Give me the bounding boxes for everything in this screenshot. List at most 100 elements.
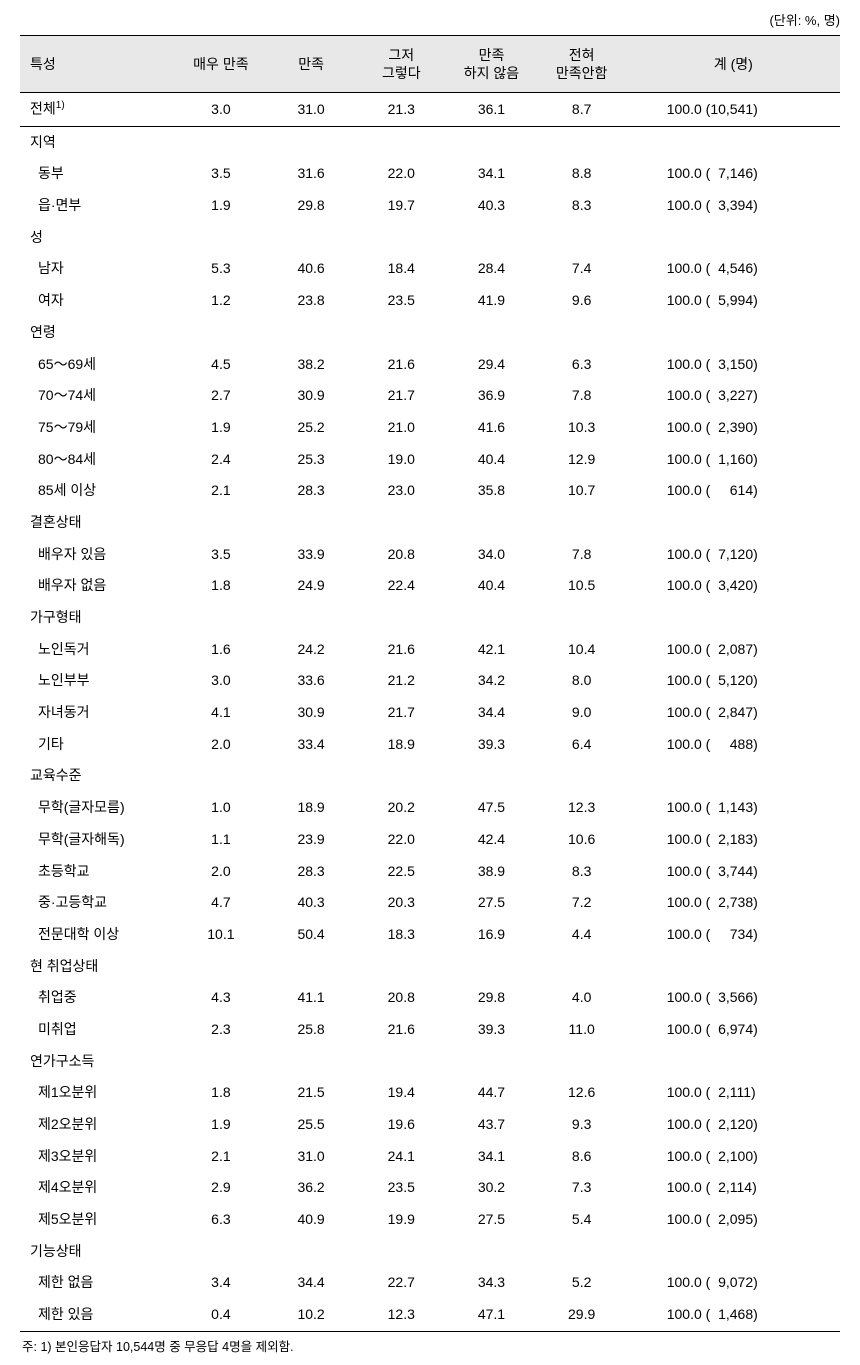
data-cell: 10.5 bbox=[537, 570, 627, 602]
data-cell: 22.4 bbox=[356, 570, 446, 602]
data-cell: 9.6 bbox=[537, 285, 627, 317]
data-cell: 36.1 bbox=[446, 93, 536, 126]
row-label: 제한 있음 bbox=[20, 1299, 176, 1331]
data-cell: 43.7 bbox=[446, 1109, 536, 1141]
row-label: 전문대학 이상 bbox=[20, 919, 176, 951]
data-cell: 4.5 bbox=[176, 349, 266, 381]
data-cell: 7.2 bbox=[537, 887, 627, 919]
row-label: 85세 이상 bbox=[20, 475, 176, 507]
table-row: 70～74세2.730.921.736.97.8100.0 ( 3,227) bbox=[20, 380, 840, 412]
data-cell: 4.7 bbox=[176, 887, 266, 919]
data-cell: 25.3 bbox=[266, 444, 356, 476]
table-row: 연가구소득 bbox=[20, 1046, 840, 1078]
group-label: 연가구소득 bbox=[20, 1046, 840, 1078]
data-cell: 40.6 bbox=[266, 253, 356, 285]
table-row: 배우자 없음1.824.922.440.410.5100.0 ( 3,420) bbox=[20, 570, 840, 602]
data-cell: 41.9 bbox=[446, 285, 536, 317]
total-cell: 100.0 ( 2,183) bbox=[627, 824, 840, 856]
data-cell: 16.9 bbox=[446, 919, 536, 951]
data-cell: 3.0 bbox=[176, 665, 266, 697]
data-cell: 2.3 bbox=[176, 1014, 266, 1046]
row-label: 배우자 있음 bbox=[20, 539, 176, 571]
data-cell: 4.4 bbox=[537, 919, 627, 951]
data-cell: 36.9 bbox=[446, 380, 536, 412]
data-cell: 7.3 bbox=[537, 1172, 627, 1204]
table-row: 연령 bbox=[20, 317, 840, 349]
unit-label: (단위: %, 명) bbox=[20, 10, 840, 29]
total-cell: 100.0 ( 3,566) bbox=[627, 982, 840, 1014]
data-cell: 12.3 bbox=[356, 1299, 446, 1331]
data-cell: 23.5 bbox=[356, 285, 446, 317]
data-cell: 21.2 bbox=[356, 665, 446, 697]
total-cell: 100.0 ( 3,394) bbox=[627, 190, 840, 222]
data-cell: 4.3 bbox=[176, 982, 266, 1014]
total-cell: 100.0 ( 2,114) bbox=[627, 1172, 840, 1204]
data-cell: 40.4 bbox=[446, 570, 536, 602]
data-cell: 24.2 bbox=[266, 634, 356, 666]
data-cell: 27.5 bbox=[446, 1204, 536, 1236]
data-cell: 21.0 bbox=[356, 412, 446, 444]
data-cell: 8.6 bbox=[537, 1141, 627, 1173]
data-cell: 3.4 bbox=[176, 1267, 266, 1299]
footnote: 주: 1) 본인응답자 10,544명 중 무응답 4명을 제외함. bbox=[20, 1336, 840, 1355]
table-row: 동부3.531.622.034.18.8100.0 ( 7,146) bbox=[20, 158, 840, 190]
table-row: 전체1)3.031.021.336.18.7100.0 (10,541) bbox=[20, 93, 840, 126]
data-cell: 28.3 bbox=[266, 475, 356, 507]
table-row: 남자5.340.618.428.47.4100.0 ( 4,546) bbox=[20, 253, 840, 285]
table-row: 교육수준 bbox=[20, 760, 840, 792]
data-cell: 25.2 bbox=[266, 412, 356, 444]
data-cell: 1.1 bbox=[176, 824, 266, 856]
table-row: 80～84세2.425.319.040.412.9100.0 ( 1,160) bbox=[20, 444, 840, 476]
table-row: 기능상태 bbox=[20, 1236, 840, 1268]
data-cell: 10.7 bbox=[537, 475, 627, 507]
total-cell: 100.0 ( 2,111) bbox=[627, 1077, 840, 1109]
data-cell: 8.0 bbox=[537, 665, 627, 697]
data-cell: 21.6 bbox=[356, 349, 446, 381]
data-cell: 2.1 bbox=[176, 1141, 266, 1173]
table-row: 제2오분위1.925.519.643.79.3100.0 ( 2,120) bbox=[20, 1109, 840, 1141]
total-cell: 100.0 ( 488) bbox=[627, 729, 840, 761]
data-cell: 3.5 bbox=[176, 539, 266, 571]
data-cell: 10.3 bbox=[537, 412, 627, 444]
data-cell: 2.9 bbox=[176, 1172, 266, 1204]
table-row: 미취업2.325.821.639.311.0100.0 ( 6,974) bbox=[20, 1014, 840, 1046]
data-cell: 31.6 bbox=[266, 158, 356, 190]
data-cell: 20.8 bbox=[356, 982, 446, 1014]
row-label: 초등학교 bbox=[20, 856, 176, 888]
data-cell: 29.4 bbox=[446, 349, 536, 381]
data-cell: 21.6 bbox=[356, 634, 446, 666]
row-label: 제2오분위 bbox=[20, 1109, 176, 1141]
data-cell: 7.8 bbox=[537, 539, 627, 571]
data-cell: 19.9 bbox=[356, 1204, 446, 1236]
data-cell: 6.3 bbox=[176, 1204, 266, 1236]
total-cell: 100.0 ( 5,994) bbox=[627, 285, 840, 317]
table-row: 배우자 있음3.533.920.834.07.8100.0 ( 7,120) bbox=[20, 539, 840, 571]
data-cell: 12.9 bbox=[537, 444, 627, 476]
row-label: 노인부부 bbox=[20, 665, 176, 697]
header-row: 특성 매우 만족 만족 그저 그렇다 만족 하지 않음 전혀 만족안함 계 (명… bbox=[20, 36, 840, 93]
data-cell: 18.3 bbox=[356, 919, 446, 951]
data-cell: 9.0 bbox=[537, 697, 627, 729]
data-cell: 1.6 bbox=[176, 634, 266, 666]
total-cell: 100.0 ( 614) bbox=[627, 475, 840, 507]
group-label: 기능상태 bbox=[20, 1236, 840, 1268]
data-cell: 4.0 bbox=[537, 982, 627, 1014]
table-row: 노인독거1.624.221.642.110.4100.0 ( 2,087) bbox=[20, 634, 840, 666]
data-cell: 21.5 bbox=[266, 1077, 356, 1109]
table-row: 가구형태 bbox=[20, 602, 840, 634]
col-very-unsatisfied: 전혀 만족안함 bbox=[537, 36, 627, 93]
data-cell: 21.6 bbox=[356, 1014, 446, 1046]
data-cell: 38.9 bbox=[446, 856, 536, 888]
data-cell: 40.4 bbox=[446, 444, 536, 476]
data-cell: 47.1 bbox=[446, 1299, 536, 1331]
row-label: 노인독거 bbox=[20, 634, 176, 666]
data-cell: 10.4 bbox=[537, 634, 627, 666]
row-label: 75～79세 bbox=[20, 412, 176, 444]
data-cell: 30.9 bbox=[266, 697, 356, 729]
table-row: 결혼상태 bbox=[20, 507, 840, 539]
data-cell: 3.0 bbox=[176, 93, 266, 126]
total-cell: 100.0 ( 2,087) bbox=[627, 634, 840, 666]
data-cell: 30.9 bbox=[266, 380, 356, 412]
row-label: 무학(글자해독) bbox=[20, 824, 176, 856]
data-cell: 40.9 bbox=[266, 1204, 356, 1236]
